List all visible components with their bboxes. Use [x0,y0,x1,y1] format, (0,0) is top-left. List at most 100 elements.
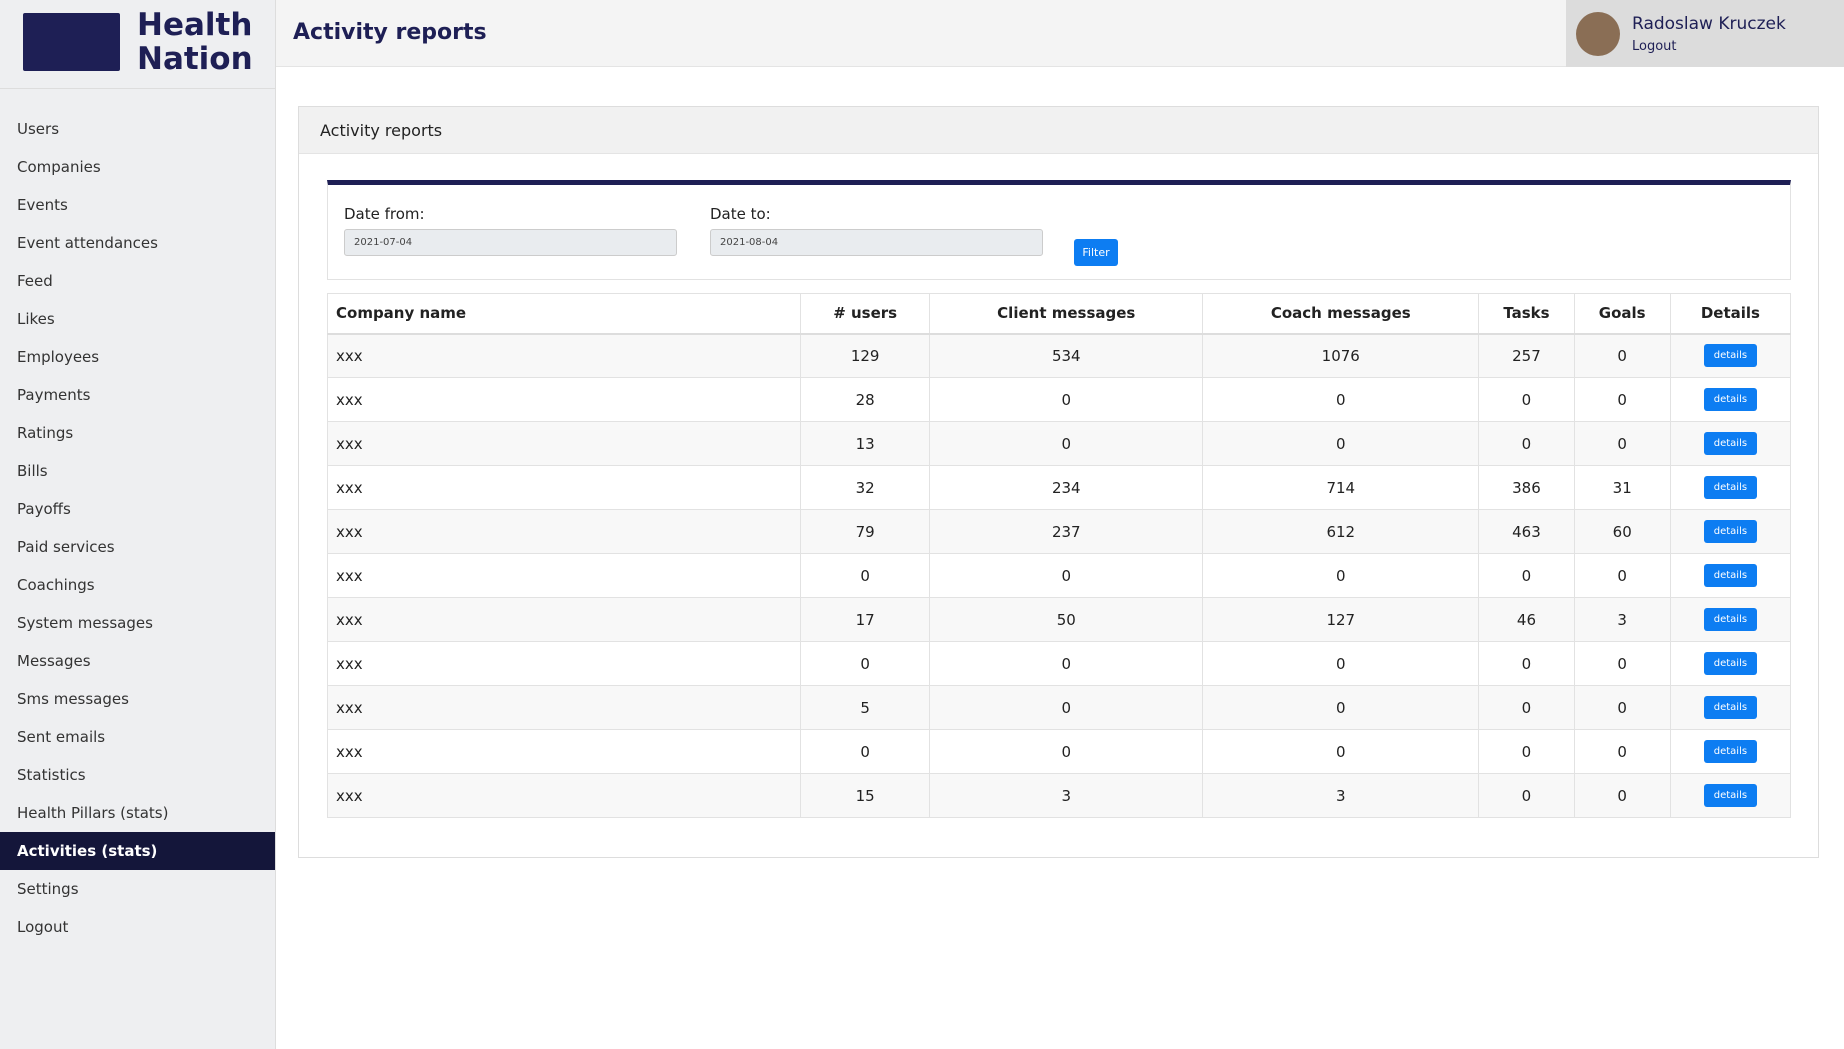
column-header: Tasks [1478,293,1575,335]
cell: 0 [1202,685,1480,730]
cell: 463 [1478,509,1575,554]
menu-item[interactable]: Settings [17,880,79,898]
cell: 17 [799,597,931,642]
details-button[interactable]: details [1703,784,1758,807]
menu-item[interactable]: Sms messages [17,690,129,708]
details-button[interactable]: details [1703,344,1758,368]
menu-item[interactable]: Logout [17,918,69,936]
menu-item[interactable]: Bills [17,462,48,480]
table-row: xxx 28 0 0 0 0 details [327,377,1792,422]
cell: 0 [1202,421,1480,466]
table-row: xxx 15 3 3 0 0 details [327,773,1792,818]
cell: xxx [327,553,801,598]
menu-item[interactable]: Messages [17,652,91,670]
panel: Activity reports Date from: 2021-07-04 D… [298,106,1819,858]
cell: details [1669,509,1792,554]
logo: Health Nation [0,0,275,89]
menu-item[interactable]: Companies [17,158,101,176]
cell: 0 [799,641,931,686]
cell: 3 [1202,773,1480,818]
label: Date to: [710,205,771,223]
cell: 534 [929,333,1204,378]
cell: 0 [1573,773,1671,818]
menu-item[interactable]: Feed [17,272,53,290]
cell: 28 [799,377,931,422]
panel-title: Activity reports [299,107,1818,154]
details-button[interactable]: details [1703,388,1758,411]
brand-line: Nation [137,41,253,77]
cell: 0 [1478,421,1575,466]
header: Activity reports Radoslaw Kruczek Logout [276,0,1844,67]
cell: 0 [1478,377,1575,422]
cell: 15 [799,773,931,818]
details-button[interactable]: details [1703,520,1758,543]
cell: details [1669,553,1792,598]
table-row: xxx 129 534 1076 257 0 details [327,333,1792,378]
cell: xxx [327,685,801,730]
cell: 0 [1478,773,1575,818]
cell: 0 [929,641,1204,686]
cell: 32 [799,465,931,510]
cell: details [1669,465,1792,510]
cell: xxx [327,597,801,642]
menu-item[interactable]: Payoffs [17,500,71,518]
cell: details [1669,729,1792,774]
menu-item[interactable]: Paid services [17,538,115,556]
menu-item[interactable]: Likes [17,310,55,328]
details-button[interactable]: details [1703,432,1758,455]
menu-item[interactable]: Users [17,120,60,138]
menu-item[interactable]: Payments [17,386,91,404]
cell: 0 [1478,729,1575,774]
cell: 0 [1573,333,1671,378]
table-row: xxx 0 0 0 0 0 details [327,641,1792,686]
menu-item[interactable]: Activities (stats) [0,832,275,870]
menu-item[interactable]: Event attendances [17,234,158,252]
cell: 234 [929,465,1204,510]
cell: 0 [1202,377,1480,422]
table-row: xxx 32 234 714 386 31 details [327,465,1792,510]
details-button[interactable]: details [1703,696,1758,719]
table-row: xxx 13 0 0 0 0 details [327,421,1792,466]
cell: xxx [327,421,801,466]
menu-item[interactable]: Employees [17,348,100,366]
details-button[interactable]: details [1703,652,1758,675]
menu-item[interactable]: System messages [17,614,153,632]
menu-item[interactable]: Statistics [17,766,86,784]
details-button[interactable]: details [1703,740,1758,763]
cell: 714 [1202,465,1480,510]
details-button[interactable]: details [1703,476,1758,499]
date-input[interactable]: 2021-08-04 [710,229,1043,256]
cell: xxx [327,773,801,818]
menu-item[interactable]: Health Pillars (stats) [17,804,169,822]
table-row: xxx 5 0 0 0 0 details [327,685,1792,730]
column-header: # users [799,293,931,335]
sidebar: Health Nation Users Companies Events Event … [0,0,276,1049]
cell: 5 [799,685,931,730]
date-input[interactable]: 2021-07-04 [344,229,677,256]
cell: xxx [327,729,801,774]
menu-item[interactable]: Events [17,196,68,214]
menu-item[interactable]: Sent emails [17,728,106,746]
cell: 50 [929,597,1204,642]
table-row: xxx 17 50 127 46 3 details [327,597,1792,642]
cell: 1076 [1202,333,1480,378]
cell: 3 [929,773,1204,818]
cell: 0 [1478,553,1575,598]
cell: details [1669,597,1792,642]
cell: details [1669,421,1792,466]
menu-item[interactable]: Coachings [17,576,95,594]
column-header: Client messages [929,293,1204,335]
cell: 0 [799,729,931,774]
cell: 237 [929,509,1204,554]
cell: 612 [1202,509,1480,554]
cell: 46 [1478,597,1575,642]
cell: 31 [1573,465,1671,510]
cell: 0 [1573,553,1671,598]
details-button[interactable]: details [1703,564,1758,587]
menu-item[interactable]: Ratings [17,424,74,442]
logout-link[interactable]: Logout [1632,39,1677,54]
details-button[interactable]: details [1703,608,1758,631]
filter-box: Date from: 2021-07-04 Date to: 2021-08-0… [327,180,1791,280]
filter-button[interactable]: Filter [1074,239,1118,266]
